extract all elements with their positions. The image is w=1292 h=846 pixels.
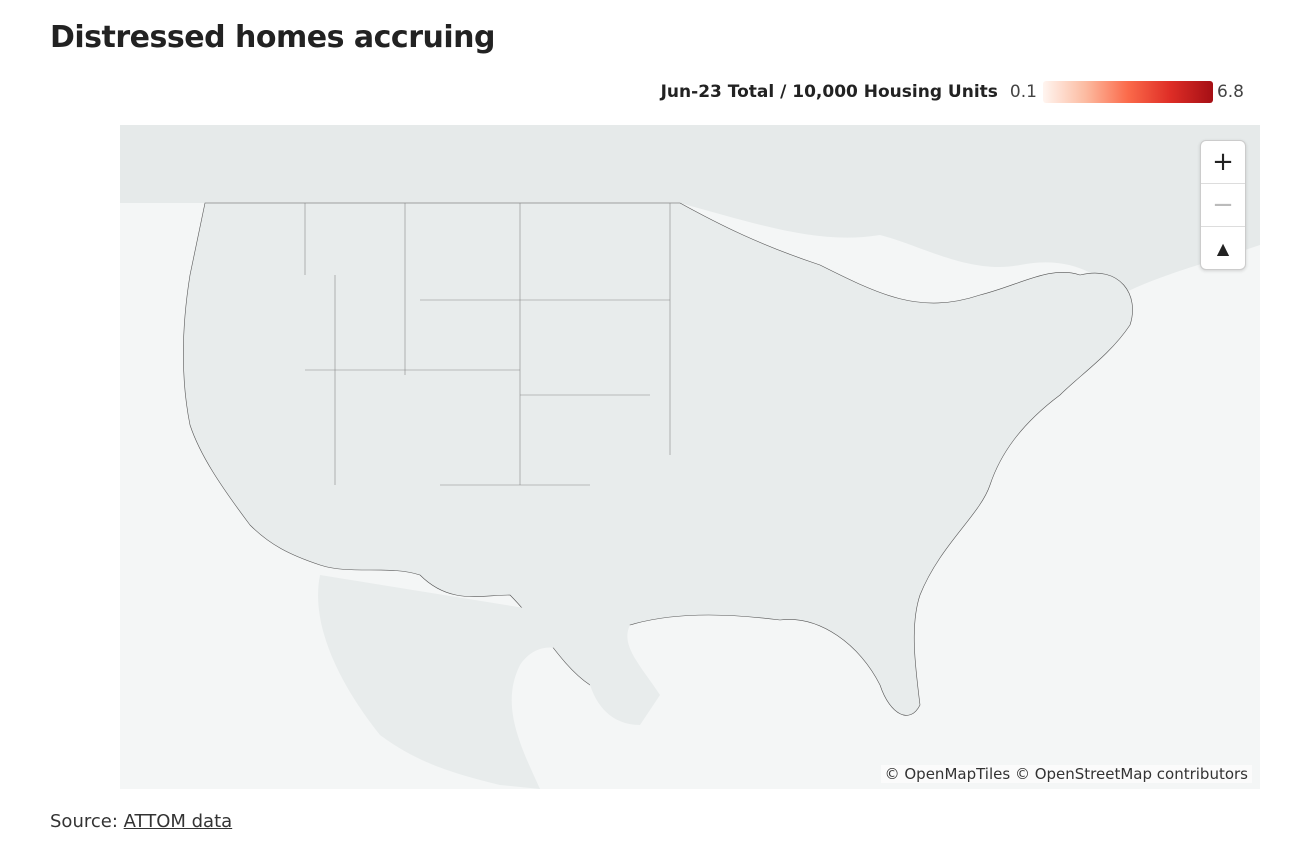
source-label: Source: <box>50 811 118 832</box>
legend-min: 0.1 <box>1009 82 1037 102</box>
land-mexico <box>318 575 660 789</box>
reset-north-button[interactable]: ▲ <box>1216 238 1230 258</box>
zoom-out-button[interactable]: − <box>1201 184 1245 227</box>
legend-title: Jun-23 Total / 10,000 Housing Units <box>660 82 998 102</box>
zoom-control: + − ▲ <box>1200 140 1246 270</box>
zoom-in-button[interactable]: + <box>1201 141 1245 184</box>
land-us <box>182 202 1133 716</box>
source-link[interactable]: ATTOM data <box>123 811 233 832</box>
legend: Jun-23 Total / 10,000 Housing Units 0.1 … <box>661 81 1244 103</box>
map-attribution: © OpenMapTiles © OpenStreetMap contribut… <box>880 765 1252 783</box>
source-note: Source: ATTOM data <box>50 811 232 832</box>
land-canada <box>120 125 1260 295</box>
map <box>120 125 1260 789</box>
legend-gradient <box>1042 81 1213 103</box>
chart-title: Distressed homes accruing <box>50 20 495 55</box>
state-borders <box>304 203 671 486</box>
legend-max: 6.8 <box>1216 82 1244 102</box>
